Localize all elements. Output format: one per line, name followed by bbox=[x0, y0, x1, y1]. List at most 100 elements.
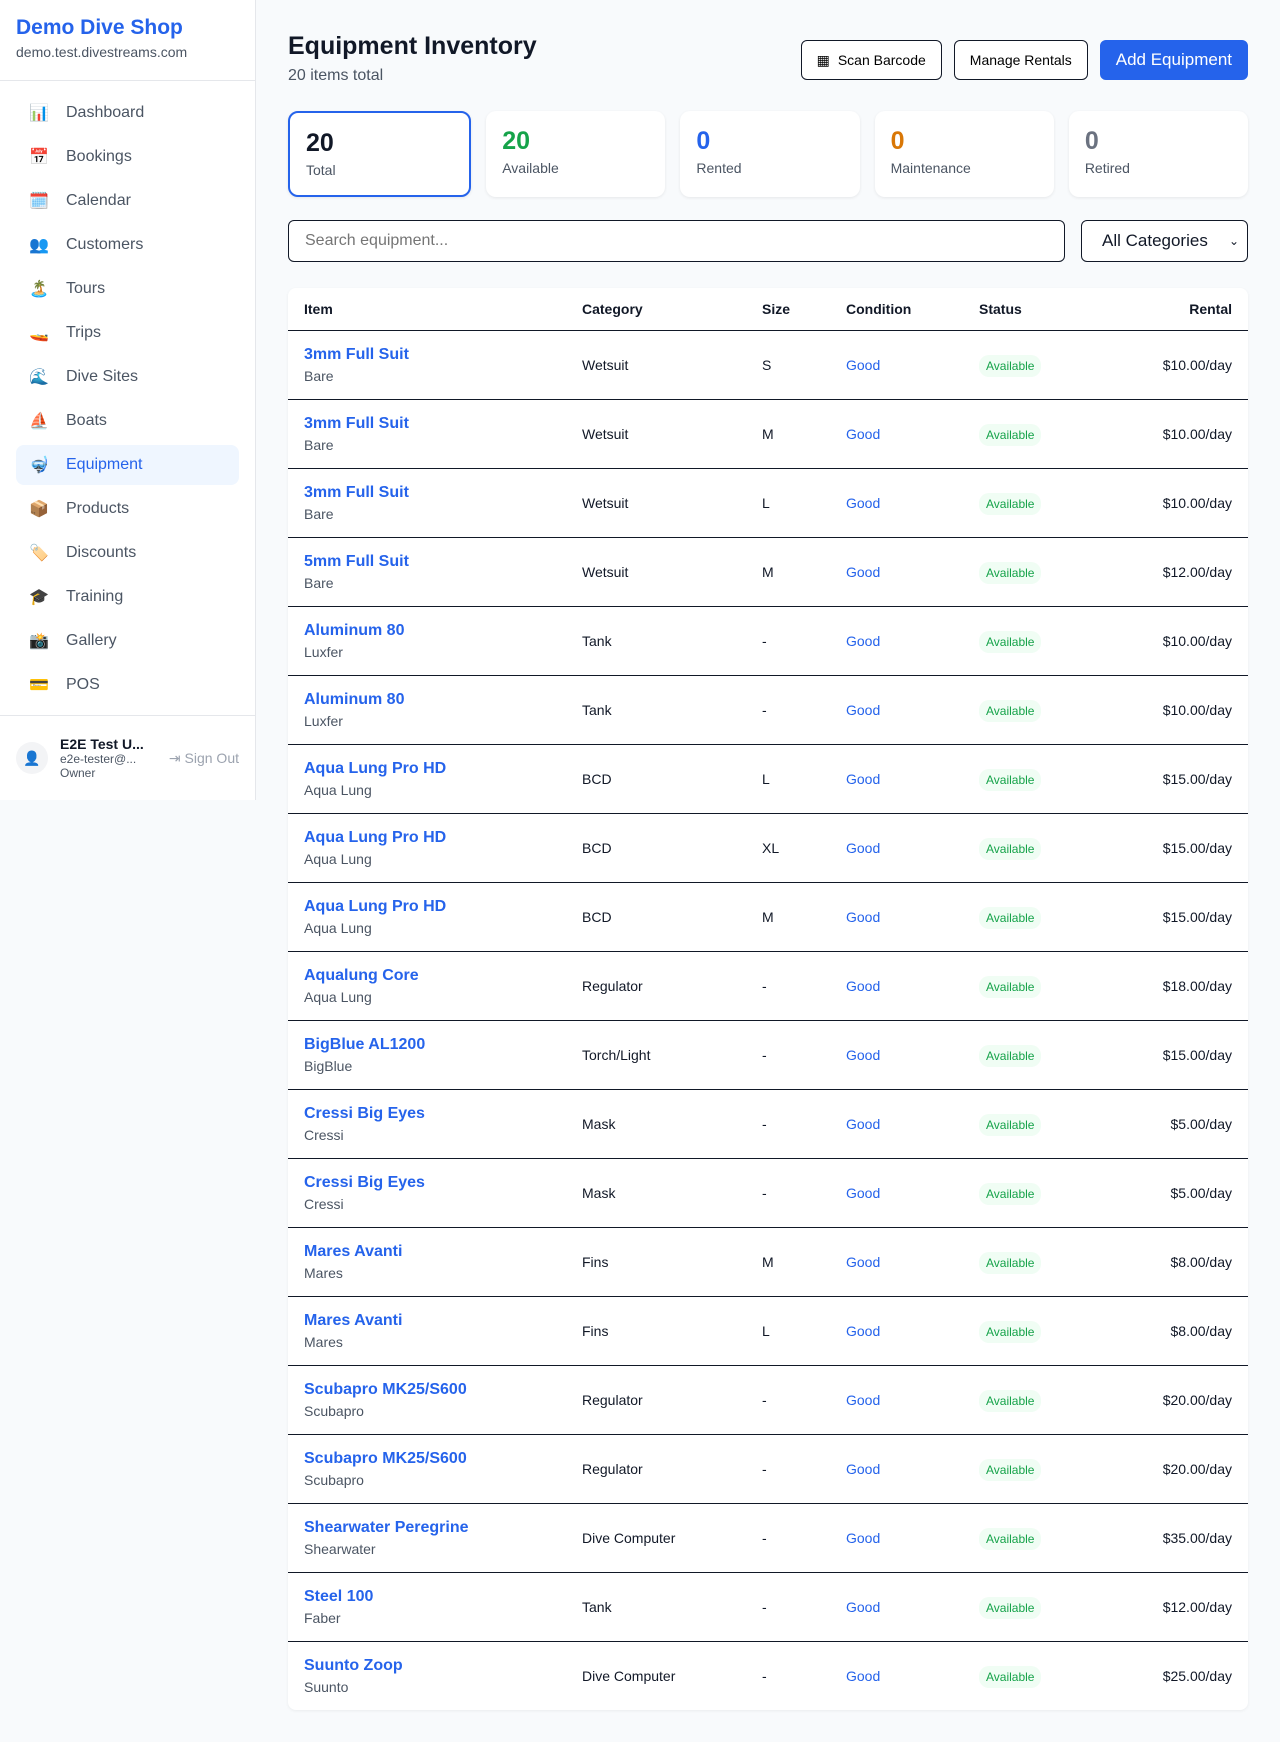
item-name-link[interactable]: Aqua Lung Pro HD bbox=[304, 898, 447, 915]
item-name-link[interactable]: Cressi Big Eyes bbox=[304, 1105, 425, 1122]
item-name-link[interactable]: BigBlue AL1200 bbox=[304, 1036, 426, 1053]
qr-code-icon: ▦ bbox=[816, 51, 830, 68]
item-name-link[interactable]: Mares Avanti bbox=[304, 1312, 403, 1329]
item-condition: Good bbox=[846, 357, 881, 373]
pos-icon: 💳 bbox=[29, 677, 49, 694]
item-condition: Good bbox=[846, 426, 881, 442]
item-category: Fins bbox=[582, 1323, 609, 1339]
column-header-condition: Condition bbox=[846, 301, 912, 317]
item-rental-price: $10.00/day bbox=[1162, 633, 1232, 649]
table-row: Suunto Zoop Suunto Dive Computer - Good A… bbox=[288, 1641, 1248, 1710]
item-rental-price: $20.00/day bbox=[1162, 1392, 1232, 1408]
stat-label: Total bbox=[306, 162, 336, 178]
sidebar-item-calendar[interactable]: 🗓️ Calendar bbox=[16, 181, 239, 221]
item-name-link[interactable]: 3mm Full Suit bbox=[304, 484, 409, 501]
item-name-link[interactable]: Suunto Zoop bbox=[304, 1657, 403, 1674]
brand: Demo Dive Shop demo.test.divestreams.com bbox=[0, 0, 255, 81]
sidebar-item-customers[interactable]: 👥 Customers bbox=[16, 225, 239, 265]
table-row: Shearwater Peregrine Shearwater Dive Comp… bbox=[288, 1503, 1248, 1572]
column-header-size: Size bbox=[762, 301, 791, 317]
table-row: Aluminum 80 Luxfer Tank - Good Available … bbox=[288, 675, 1248, 744]
item-name-link[interactable]: Scubapro MK25/S600 bbox=[304, 1381, 467, 1398]
item-condition: Good bbox=[846, 1185, 881, 1201]
sign-out-button[interactable]: ⇥ Sign Out bbox=[169, 750, 239, 767]
item-condition: Good bbox=[846, 1116, 881, 1132]
sidebar: Demo Dive Shop demo.test.divestreams.com… bbox=[0, 0, 256, 800]
sidebar-nav: 📊 Dashboard 📅 Bookings 🗓️ Calendar 👥 Customers 🏝… bbox=[0, 81, 255, 721]
sidebar-item-dive-sites[interactable]: 🌊 Dive Sites bbox=[16, 357, 239, 397]
status-badge: Available bbox=[979, 838, 1042, 860]
status-badge: Available bbox=[979, 1390, 1042, 1412]
item-rental-price: $12.00/day bbox=[1162, 1599, 1232, 1615]
sidebar-item-discounts[interactable]: 🏷️ Discounts bbox=[16, 533, 239, 573]
stat-card-rented[interactable]: 0 Rented bbox=[680, 111, 860, 197]
item-name-link[interactable]: Scubapro MK25/S600 bbox=[304, 1450, 467, 1467]
item-condition: Good bbox=[846, 495, 881, 511]
user-panel: 👤 E2E Test U... e2e-tester@... Owner ⇥ S… bbox=[0, 715, 255, 800]
manage-rentals-button[interactable]: Manage Rentals bbox=[953, 40, 1088, 80]
item-name-link[interactable]: Aluminum 80 bbox=[304, 691, 405, 708]
item-name-link[interactable]: Steel 100 bbox=[304, 1588, 374, 1605]
table-row: Aqua Lung Pro HD Aqua Lung BCD M Good Ava… bbox=[288, 882, 1248, 951]
status-badge: Available bbox=[979, 1114, 1042, 1136]
shop-name[interactable]: Demo Dive Shop bbox=[16, 16, 183, 39]
item-category: BCD bbox=[582, 840, 612, 856]
status-badge: Available bbox=[979, 769, 1042, 791]
sidebar-item-bookings[interactable]: 📅 Bookings bbox=[16, 137, 239, 177]
item-brand: BigBlue bbox=[304, 1058, 353, 1074]
sidebar-item-label: Gallery bbox=[66, 632, 117, 649]
item-rental-price: $8.00/day bbox=[1170, 1323, 1233, 1339]
category-select[interactable]: All Categories ⌄ bbox=[1081, 220, 1248, 262]
status-badge: Available bbox=[979, 700, 1042, 722]
sidebar-item-label: Products bbox=[66, 500, 130, 517]
item-condition: Good bbox=[846, 1323, 881, 1339]
chevron-down-icon: ⌄ bbox=[1228, 234, 1239, 248]
sidebar-item-dashboard[interactable]: 📊 Dashboard bbox=[16, 93, 239, 133]
item-name-link[interactable]: Aqua Lung Pro HD bbox=[304, 760, 447, 777]
sidebar-item-pos[interactable]: 💳 POS bbox=[16, 665, 239, 705]
item-condition: Good bbox=[846, 1461, 881, 1477]
sidebar-item-boats[interactable]: ⛵ Boats bbox=[16, 401, 239, 441]
sidebar-item-label: Calendar bbox=[66, 192, 131, 209]
item-count: 20 items total bbox=[288, 67, 384, 84]
item-name-link[interactable]: Cressi Big Eyes bbox=[304, 1174, 425, 1191]
item-name-link[interactable]: 5mm Full Suit bbox=[304, 553, 409, 570]
item-name-link[interactable]: Shearwater Peregrine bbox=[304, 1519, 469, 1536]
stat-label: Rented bbox=[696, 160, 742, 176]
sidebar-item-equipment[interactable]: 🤿 Equipment bbox=[16, 445, 239, 485]
stat-value: 20 bbox=[306, 129, 334, 157]
item-size: L bbox=[762, 495, 770, 511]
table-row: Cressi Big Eyes Cressi Mask - Good Availa… bbox=[288, 1089, 1248, 1158]
item-category: BCD bbox=[582, 771, 612, 787]
sidebar-item-products[interactable]: 📦 Products bbox=[16, 489, 239, 529]
training-icon: 🎓 bbox=[29, 589, 49, 606]
stat-card-total[interactable]: 20 Total bbox=[288, 111, 472, 197]
stat-card-available[interactable]: 20 Available bbox=[486, 111, 666, 197]
column-header-category: Category bbox=[582, 301, 643, 317]
item-brand: Aqua Lung bbox=[304, 920, 372, 936]
sidebar-item-tours[interactable]: 🏝️ Tours bbox=[16, 269, 239, 309]
item-size: - bbox=[762, 633, 767, 649]
item-name-link[interactable]: 3mm Full Suit bbox=[304, 346, 409, 363]
item-category: Regulator bbox=[582, 1392, 643, 1408]
item-name-link[interactable]: Mares Avanti bbox=[304, 1243, 403, 1260]
sidebar-item-trips[interactable]: 🚤 Trips bbox=[16, 313, 239, 353]
item-size: S bbox=[762, 357, 772, 373]
item-name-link[interactable]: Aqualung Core bbox=[304, 967, 419, 984]
item-rental-price: $5.00/day bbox=[1170, 1185, 1233, 1201]
stat-card-retired[interactable]: 0 Retired bbox=[1068, 111, 1249, 197]
item-category: Regulator bbox=[582, 978, 643, 994]
scan-barcode-button[interactable]: ▦ Scan Barcode bbox=[800, 40, 942, 80]
item-category: Mask bbox=[582, 1116, 616, 1132]
add-equipment-button[interactable]: Add Equipment bbox=[1099, 40, 1248, 80]
search-input[interactable] bbox=[288, 220, 1065, 262]
stat-card-maintenance[interactable]: 0 Maintenance bbox=[874, 111, 1054, 197]
item-brand: Faber bbox=[304, 1610, 341, 1626]
item-name-link[interactable]: Aqua Lung Pro HD bbox=[304, 829, 447, 846]
sidebar-item-training[interactable]: 🎓 Training bbox=[16, 577, 239, 617]
sign-out-icon: ⇥ bbox=[168, 749, 185, 766]
item-name-link[interactable]: 3mm Full Suit bbox=[304, 415, 409, 432]
status-badge: Available bbox=[979, 355, 1042, 377]
item-name-link[interactable]: Aluminum 80 bbox=[304, 622, 405, 639]
sidebar-item-gallery[interactable]: 📸 Gallery bbox=[16, 621, 239, 661]
